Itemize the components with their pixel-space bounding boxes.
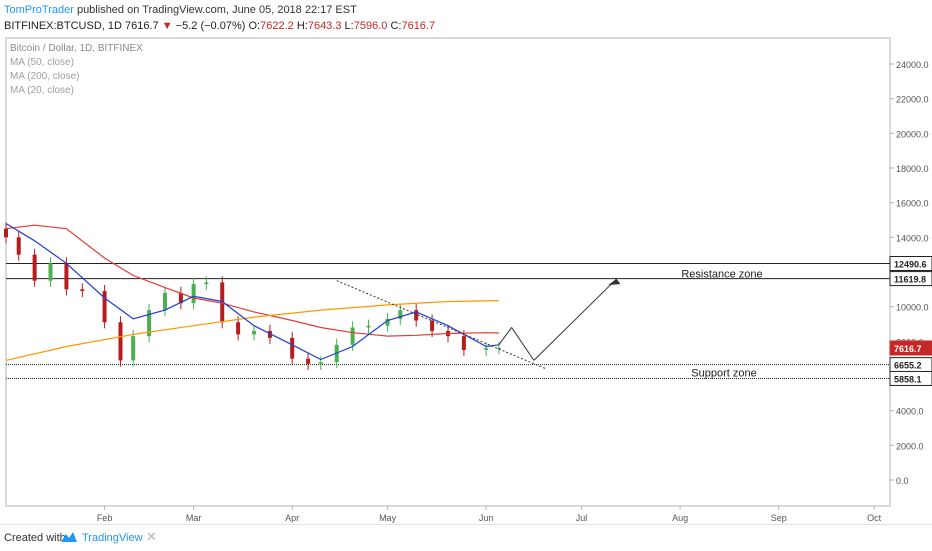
low-label: L: bbox=[344, 20, 354, 32]
footer-bar: Created with TradingView ✕ bbox=[0, 524, 932, 551]
close-value: 7616.7 bbox=[401, 20, 436, 32]
created-with-text: Created with bbox=[4, 532, 66, 544]
candle-body bbox=[398, 310, 403, 319]
candle-body bbox=[414, 310, 419, 321]
candle-body bbox=[162, 292, 167, 311]
symbol-label: BITFINEX:BTCUSD, 1D bbox=[4, 20, 122, 32]
legend-title: Bitcoin / Dollar, 1D, BITFINEX bbox=[10, 43, 143, 54]
candle-body bbox=[461, 336, 466, 350]
tradingview-brand[interactable]: TradingView bbox=[82, 532, 143, 544]
candle-body bbox=[4, 228, 8, 238]
candle-body bbox=[252, 330, 257, 335]
chart-header: TomProTrader published on TradingView.co… bbox=[0, 0, 932, 36]
candle-body bbox=[102, 291, 107, 323]
high-value: 7643.3 bbox=[307, 20, 342, 32]
y-tick-label: 0.0 bbox=[896, 476, 909, 486]
ohlc-line: BITFINEX:BTCUSD, 1D 7616.7 ▼ −5.2 (−0.07… bbox=[4, 20, 435, 32]
price-label: 12490.6 bbox=[894, 259, 927, 269]
price-label: 11619.8 bbox=[894, 275, 926, 285]
open-label: O: bbox=[248, 20, 261, 32]
x-tick-label: Sep bbox=[771, 513, 787, 523]
x-tick-label: Mar bbox=[186, 513, 202, 523]
candle-body bbox=[385, 318, 390, 326]
projection-segment bbox=[533, 278, 617, 361]
y-tick-label: 16000.0 bbox=[896, 199, 929, 209]
x-tick-label: May bbox=[379, 513, 397, 523]
candle-body bbox=[178, 292, 183, 304]
last-price: 7616.7 bbox=[125, 20, 159, 32]
y-tick-label: 10000.0 bbox=[896, 303, 929, 313]
publish-line: TomProTrader published on TradingView.co… bbox=[4, 4, 357, 16]
published-text: published on TradingView.com, June 05, 2… bbox=[73, 4, 357, 16]
candle-body bbox=[16, 237, 21, 255]
candle-body bbox=[430, 320, 435, 331]
price-chart[interactable]: 0.02000.04000.06000.08000.010000.012000.… bbox=[0, 36, 932, 524]
price-label: 5858.1 bbox=[894, 374, 922, 384]
open-value: 7622.2 bbox=[260, 20, 294, 32]
price-label-box bbox=[889, 271, 932, 287]
projection-segment bbox=[511, 327, 535, 361]
candle-body bbox=[118, 322, 123, 361]
price-label-box bbox=[889, 340, 932, 356]
y-tick-label: 2000.0 bbox=[896, 441, 924, 451]
close-icon[interactable]: ✕ bbox=[146, 529, 157, 544]
price-label-box bbox=[889, 370, 932, 386]
x-tick-label: Feb bbox=[97, 513, 113, 523]
candle-body bbox=[496, 347, 501, 349]
low-value: 7596.0 bbox=[353, 20, 388, 32]
legend-ma50: MA (50, close) bbox=[10, 57, 74, 68]
candle-body bbox=[48, 263, 53, 281]
legend-ma200: MA (200, close) bbox=[10, 71, 79, 82]
arrow-head bbox=[608, 278, 621, 285]
x-tick-label: Jul bbox=[576, 513, 588, 523]
y-tick-label: 22000.0 bbox=[896, 95, 929, 105]
down-arrow-icon: ▼ bbox=[161, 20, 173, 32]
candle-body bbox=[306, 358, 311, 364]
trendline-dotted bbox=[336, 280, 547, 370]
candle-body bbox=[191, 284, 196, 304]
candle-body bbox=[484, 348, 489, 350]
price-label: 6655.2 bbox=[894, 361, 922, 371]
y-tick-label: 4000.0 bbox=[896, 407, 924, 417]
x-tick-label: Aug bbox=[672, 513, 688, 523]
high-label: H: bbox=[296, 20, 308, 32]
support-zone-label: Support zone bbox=[691, 368, 756, 380]
candle-body bbox=[147, 310, 152, 337]
candle-body bbox=[64, 263, 69, 290]
candle-body bbox=[318, 362, 323, 364]
price-change: −5.2 (−0.07%) bbox=[175, 20, 246, 32]
candle-body bbox=[267, 330, 272, 338]
candle-body bbox=[80, 289, 85, 292]
price-label-box bbox=[889, 255, 932, 271]
ma-line-20 bbox=[5, 222, 499, 361]
plot-frame bbox=[5, 37, 891, 507]
close-label: C: bbox=[390, 20, 402, 32]
price-label: 7616.7 bbox=[894, 344, 922, 354]
legend-ma20: MA (20, close) bbox=[10, 85, 74, 96]
x-tick-label: Apr bbox=[285, 513, 299, 523]
author-link[interactable]: TomProTrader bbox=[4, 4, 74, 16]
candle-body bbox=[32, 254, 37, 281]
y-tick-label: 20000.0 bbox=[896, 129, 929, 139]
candle-body bbox=[131, 336, 136, 361]
candle-body bbox=[220, 282, 225, 323]
candle-body bbox=[366, 325, 371, 328]
chart-area[interactable]: 0.02000.04000.06000.08000.010000.012000.… bbox=[0, 36, 932, 524]
candle-body bbox=[236, 322, 241, 335]
tradingview-logo-icon bbox=[61, 532, 77, 542]
ma-line-50 bbox=[5, 224, 499, 337]
y-tick-label: 14000.0 bbox=[896, 233, 929, 243]
ma-line-200 bbox=[5, 300, 499, 361]
projection-segment bbox=[498, 327, 513, 346]
candle-body bbox=[350, 327, 355, 345]
resistance-zone-label: Resistance zone bbox=[681, 268, 762, 280]
y-tick-label: 24000.0 bbox=[896, 60, 929, 70]
y-tick-label: 18000.0 bbox=[896, 164, 929, 174]
candle-body bbox=[290, 337, 295, 359]
x-tick-label: Jun bbox=[479, 513, 494, 523]
x-tick-label: Oct bbox=[867, 513, 882, 523]
candle-body bbox=[204, 282, 209, 285]
